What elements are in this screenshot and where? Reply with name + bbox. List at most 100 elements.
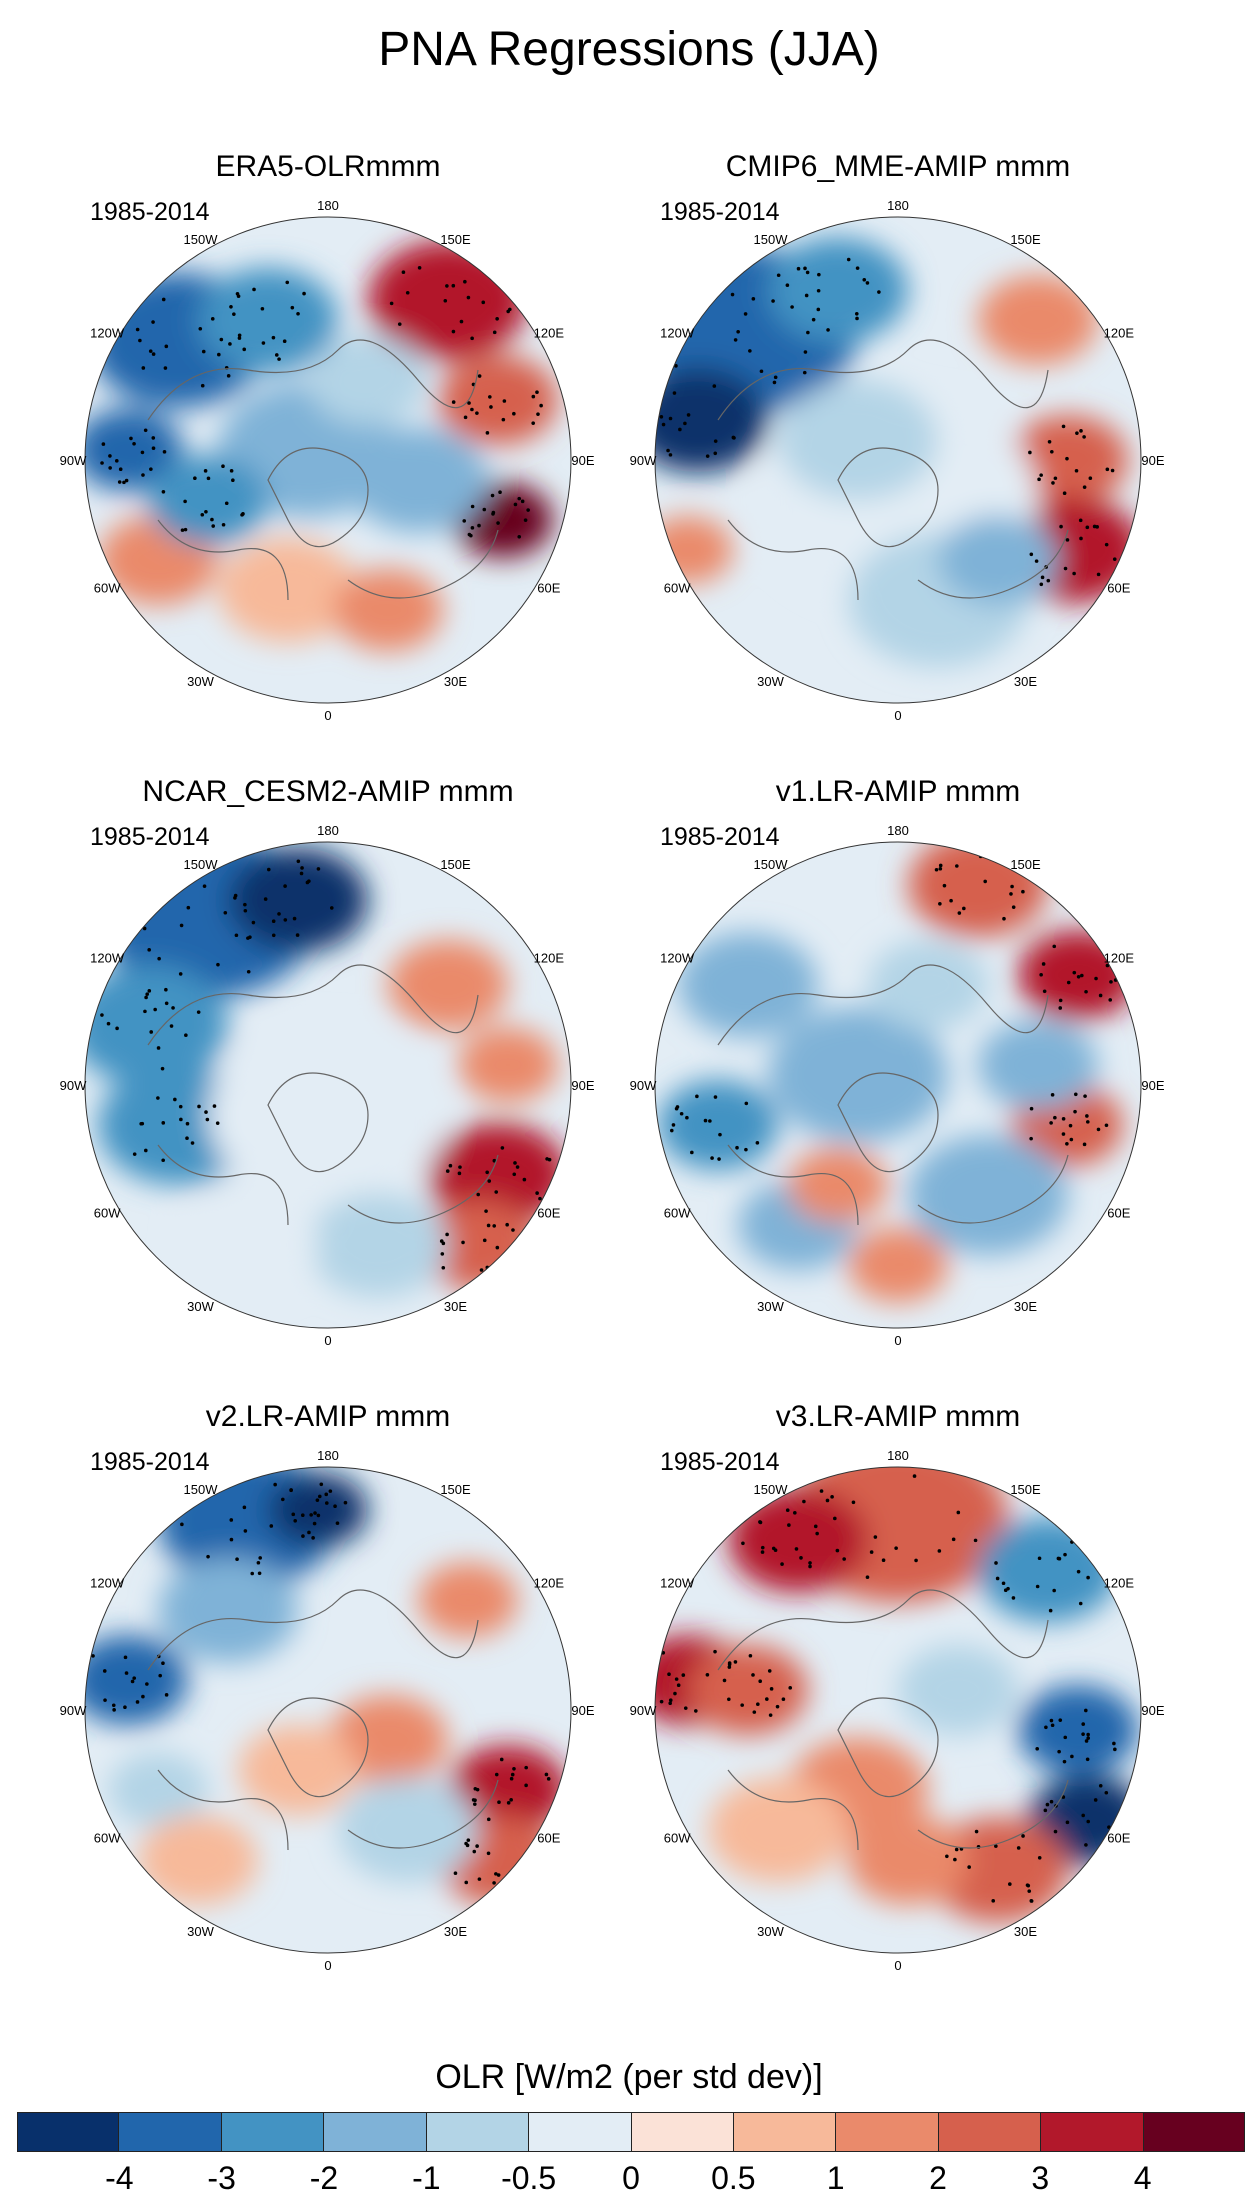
significance-dot (312, 1521, 317, 1526)
significance-dot (143, 428, 148, 433)
significance-dot (1112, 1741, 1116, 1746)
significance-dot (223, 910, 228, 915)
olr-anomaly-region (158, 1557, 298, 1663)
significance-dot (937, 1549, 942, 1553)
significance-dot (815, 1531, 819, 1536)
significance-dot (873, 1535, 878, 1539)
significance-dot (955, 864, 959, 868)
coastline (147, 339, 499, 601)
significance-dot (206, 1554, 210, 1559)
significance-dot (215, 1121, 220, 1125)
significance-dot (956, 1510, 961, 1515)
significance-dot (1086, 1732, 1090, 1737)
significance-dot (1008, 1882, 1012, 1886)
longitude-label: 60E (537, 1206, 560, 1221)
significance-dot (183, 527, 188, 532)
significance-dot (210, 517, 214, 522)
significance-dot (1065, 1141, 1069, 1146)
significance-dot (535, 390, 539, 394)
significance-dot (190, 1141, 195, 1145)
colorbar-tick-label: -1 (412, 2160, 441, 2196)
significance-dot (498, 490, 502, 494)
significance-dot (210, 317, 215, 321)
significance-dot (667, 1672, 671, 1677)
significance-dot (132, 1676, 137, 1680)
significance-dot (1063, 566, 1068, 571)
significance-dot (1042, 989, 1047, 994)
significance-dot (153, 1007, 157, 1012)
significance-dot (496, 1873, 501, 1877)
significance-dot (991, 850, 995, 854)
longitude-label: 120E (1104, 951, 1135, 966)
significance-dot (261, 341, 266, 345)
significance-dot (685, 1115, 689, 1120)
significance-dot (486, 1851, 491, 1856)
significance-dot (1035, 1584, 1040, 1589)
significance-dot (1058, 998, 1063, 1003)
significance-dot (473, 1802, 477, 1806)
olr-anomaly-region (1018, 1685, 1138, 1775)
significance-dot (185, 1121, 190, 1126)
significance-dot (1058, 1718, 1063, 1722)
significance-dot (1001, 1581, 1006, 1586)
colorbar-tick-label: 0.5 (711, 2160, 756, 2196)
significance-dot (513, 1161, 517, 1165)
significance-dot (198, 326, 203, 331)
longitude-label: 60W (94, 1831, 121, 1846)
significance-dot (158, 861, 163, 866)
significance-dot (173, 1097, 177, 1102)
map-boundary (654, 1466, 1142, 1954)
significance-dot (1079, 429, 1083, 433)
significance-dot (1061, 424, 1066, 429)
significance-dot (803, 350, 808, 354)
longitude-label: 30W (187, 1299, 214, 1314)
olr-anomaly-region (708, 1777, 848, 1883)
significance-dot (705, 1672, 710, 1677)
significance-dot (492, 1881, 496, 1885)
significance-dot (149, 1030, 154, 1034)
longitude-label: 0 (324, 1333, 331, 1348)
significance-dot (205, 1117, 210, 1122)
significance-dot (951, 1537, 956, 1542)
polar-map: 180 150E 120E 90E 60E 30E 0 30W 60W 90W 120W 150W (60, 1448, 595, 1973)
significance-dot (934, 867, 939, 872)
longitude-label: 150E (1010, 232, 1041, 247)
significance-dot (283, 884, 287, 888)
significance-dot (735, 1145, 739, 1150)
longitude-label: 120E (534, 1576, 565, 1591)
significance-dot (825, 1498, 830, 1503)
significance-dot (1053, 1829, 1058, 1834)
colorbar-title: OLR [W/m2 (per std dev)] (435, 2058, 823, 2096)
longitude-label: 60E (1107, 1206, 1130, 1221)
significance-dot (531, 394, 536, 399)
significance-dot (744, 1147, 748, 1152)
significance-dot (1011, 905, 1016, 909)
significance-dot (1047, 439, 1052, 444)
significance-dot (102, 1669, 107, 1673)
significance-dot (329, 906, 334, 910)
significance-dot (1085, 1114, 1089, 1118)
olr-anomaly-region (728, 1487, 868, 1593)
significance-dot (1075, 431, 1079, 435)
olr-anomaly-region (85, 408, 183, 492)
colorbar-box (836, 2112, 939, 2152)
significance-dot (805, 270, 810, 275)
longitude-label: 120E (534, 326, 565, 341)
significance-dot (451, 283, 456, 288)
significance-dot (161, 489, 166, 494)
significance-dot (973, 1538, 978, 1543)
significance-dot (1028, 450, 1032, 455)
longitude-label: 30W (757, 1299, 784, 1314)
significance-dot (479, 1268, 484, 1272)
significance-dot (945, 1854, 949, 1859)
longitude-label: 180 (887, 198, 909, 213)
significance-dot (494, 1872, 498, 1876)
significance-dot (1084, 1843, 1088, 1847)
significance-dot (1011, 1596, 1016, 1600)
significance-dot (536, 412, 540, 416)
longitude-label: 90E (571, 1703, 594, 1718)
longitude-label: 30E (444, 1924, 467, 1939)
significance-dot (122, 480, 126, 485)
significance-dot (1056, 1556, 1061, 1561)
period-label: 1985-2014 (660, 823, 780, 851)
